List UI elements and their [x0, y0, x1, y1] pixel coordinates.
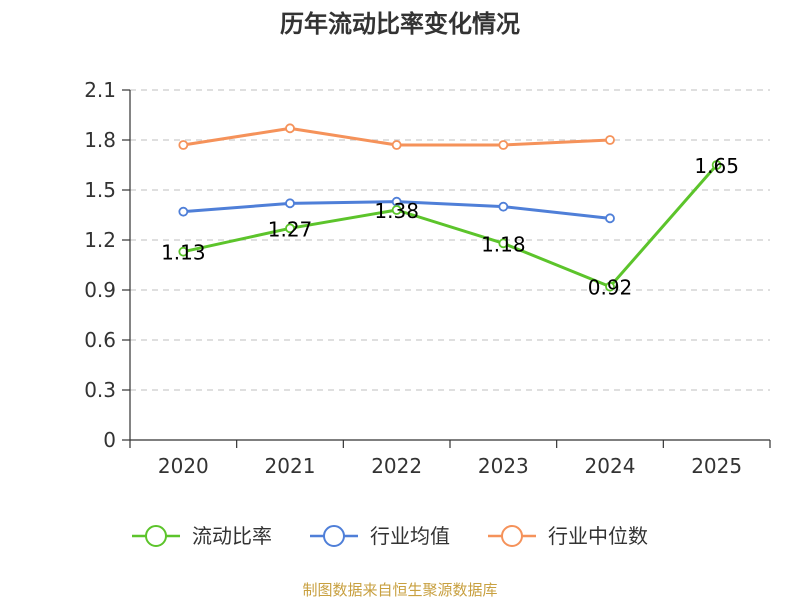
series-1 [178, 196, 615, 224]
x-tick-label: 2023 [478, 454, 529, 478]
data-point[interactable] [285, 198, 295, 209]
legend-item-1[interactable]: 行业均值 [310, 524, 450, 548]
data-point[interactable] [498, 238, 509, 249]
data-label: 1.38 [374, 199, 419, 223]
legend-label: 行业均值 [370, 524, 450, 548]
grid [130, 89, 770, 391]
series-0 [178, 160, 722, 292]
y-tick-label: 2.1 [84, 78, 116, 102]
data-point[interactable] [178, 206, 189, 217]
legend-label: 行业中位数 [548, 524, 648, 548]
legend-item-0[interactable]: 流动比率 [132, 524, 272, 548]
legend[interactable]: 流动比率 行业均值 行业中位数 [132, 524, 648, 548]
x-tick-label: 2024 [585, 454, 636, 478]
data-point[interactable] [605, 281, 615, 292]
data-point[interactable] [285, 223, 295, 234]
y-tick-label: 0.6 [84, 328, 116, 352]
data-label: 1.13 [161, 241, 206, 265]
legend-item-2[interactable]: 行业中位数 [488, 524, 648, 548]
data-point[interactable] [391, 140, 402, 150]
data-label: 1.65 [694, 154, 739, 178]
y-tick-label: 0.9 [84, 278, 116, 302]
source-note: 制图数据来自恒生聚源数据库 [302, 581, 497, 599]
y-tick-label: 0 [103, 428, 116, 452]
data-labels: 1.13 1.27 1.38 1.18 0.92 1.65 [161, 154, 739, 300]
x-tick-label: 2022 [371, 454, 422, 478]
y-tick-label: 0.3 [84, 378, 116, 402]
data-point[interactable] [285, 123, 295, 134]
data-point[interactable] [178, 246, 189, 257]
axes: 0 0.3 0.6 0.9 1.2 1.5 1.8 2.1 2020 2021 2022 2023 20… [84, 78, 771, 478]
x-tick-label: 2025 [691, 454, 742, 478]
data-label: 1.27 [268, 217, 313, 241]
data-point[interactable] [178, 140, 189, 150]
x-tick-label: 2021 [265, 454, 316, 478]
series [178, 123, 722, 292]
x-tick-label: 2020 [158, 454, 209, 478]
y-tick-label: 1.2 [84, 228, 116, 252]
data-point[interactable] [391, 205, 402, 215]
legend-marker [323, 525, 345, 547]
data-point[interactable] [605, 213, 615, 224]
data-point[interactable] [498, 201, 509, 212]
series-2 [178, 123, 615, 150]
data-label: 1.18 [481, 232, 526, 256]
data-point[interactable] [498, 140, 509, 150]
data-point[interactable] [711, 160, 722, 170]
legend-label: 流动比率 [192, 524, 272, 548]
legend-marker [501, 525, 523, 547]
series-line [183, 164, 718, 289]
chart-title: 历年流动比率变化情况 [280, 10, 520, 38]
data-point[interactable] [605, 135, 615, 145]
y-tick-label: 1.8 [84, 128, 116, 152]
data-label: 0.92 [588, 276, 633, 300]
legend-marker [145, 525, 167, 547]
y-tick-label: 1.5 [84, 178, 116, 202]
